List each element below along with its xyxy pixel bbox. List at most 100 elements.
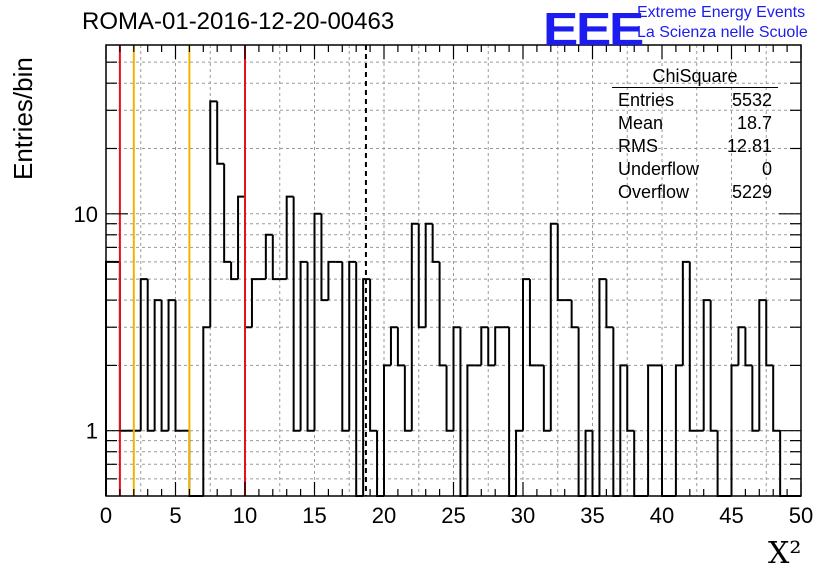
histogram-bin [765,300,774,367]
stats-label: RMS [618,136,658,156]
stats-row-underflow: Underflow 0 [612,158,778,181]
logo-line-1: Extreme Energy Events [637,4,806,21]
histogram-bin [522,278,530,431]
histogram-bin [202,326,211,496]
histogram-bin [327,260,336,301]
stats-row-overflow: Overflow 5229 [612,181,778,204]
stats-value: 18.7 [736,113,772,133]
histogram-bin [570,300,579,329]
histogram-bin [494,326,503,366]
tick-labels: 0 5 10 15 20 25 30 35 40 45 50 1 10 [74,202,814,528]
histogram-bin [619,364,628,496]
y-tick-label: 1 [86,419,98,444]
stats-label: Mean [618,113,664,133]
histogram-bin [480,326,489,366]
x-tick-label: 20 [372,503,396,528]
stats-value: 0 [761,159,772,179]
histogram-bin [313,212,322,431]
stats-label: Overflow [618,182,690,202]
histogram-bin [466,364,475,496]
histogram-bin [487,327,496,367]
histogram-bin [209,100,218,328]
histogram-bin [410,222,419,431]
histogram-bin [605,279,614,329]
reference-lines [118,45,367,496]
histogram-bin [459,327,468,497]
histogram-bin [577,327,586,497]
histogram-bin [626,365,635,432]
stats-label: Underflow [618,159,700,179]
stats-row-mean: Mean 18.7 [612,112,778,135]
histogram-bin [730,364,739,496]
x-tick-label: 50 [789,503,813,528]
histogram-bin [744,327,753,367]
histogram-bin [389,326,398,366]
histogram-bin [647,364,656,496]
histogram-bin [396,327,405,367]
histogram-bin [160,300,169,432]
histogram-bin [438,261,447,367]
x-tick-label: 15 [302,503,326,528]
stats-row-entries: Entries 5532 [612,89,778,112]
histogram-bin [299,260,308,431]
histogram-bin [167,299,176,431]
histogram-bin [431,223,440,263]
histogram-bin [118,261,127,432]
histogram-bin [383,364,391,496]
histogram-bin [271,234,280,281]
histogram-bin [369,279,378,432]
histogram-bin [292,196,301,432]
histogram-bin [702,299,711,431]
histogram-bin [216,101,225,165]
stats-box: ChiSquare Entries 5532 Mean 18.7 RMS 12.… [612,66,778,204]
histogram-bin [355,261,364,497]
axis-ticks [105,45,802,496]
histogram-bin [417,223,426,329]
chart-title: ROMA-01-2016-12-20-00463 [82,8,395,35]
grid-lines [106,45,801,496]
histogram-bin [174,300,183,432]
histogram-bin [584,429,593,496]
histogram-bin [758,299,767,431]
histogram-bin [674,364,683,496]
histogram-bin [598,278,607,496]
histogram-bin [452,326,461,431]
y-tick-label: 10 [74,202,98,227]
histogram-bin [223,163,232,263]
histogram-bin [320,213,329,302]
histogram-bin [528,279,537,367]
stats-label: Entries [618,90,675,110]
x-tick-label: 40 [650,503,674,528]
histogram-bin [306,261,315,432]
x-tick-label: 35 [580,503,604,528]
histogram-bin [612,327,621,497]
x-tick-label: 25 [441,503,465,528]
histogram-bin [688,261,697,432]
histogram-bin [285,195,294,280]
histogram-bin [146,279,155,432]
histogram-bin [348,260,357,431]
x-tick-label: 10 [233,503,257,528]
histogram-bin [341,261,350,432]
histogram-bin [237,195,245,280]
histogram-bin [362,278,371,496]
histogram-bin [139,278,148,431]
histogram-bin [709,300,718,432]
eee-logo: EEE [543,3,644,55]
stats-row-rms: RMS 12.81 [612,135,778,158]
histogram-bin [424,222,433,328]
histogram-bin [445,365,454,432]
histogram-bin [264,233,273,280]
histogram-bin [751,365,760,432]
histogram-bin [515,429,523,496]
histogram-bin [737,326,746,366]
x-axis-label: X² [768,536,802,571]
histogram-bin [556,223,565,302]
histogram-bin [772,365,781,432]
histogram-bin [105,260,113,496]
y-axis-label: Entries/bin [8,57,38,180]
x-tick-label: 0 [100,503,112,528]
stats-value: 5229 [731,182,772,202]
stats-title: ChiSquare [612,66,778,88]
